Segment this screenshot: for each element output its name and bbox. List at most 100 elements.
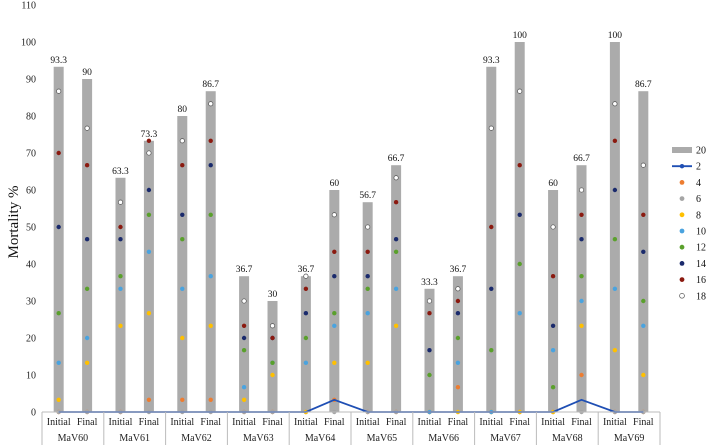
y-tick-label: 0 — [31, 408, 36, 419]
data-point — [118, 286, 123, 291]
data-point — [332, 360, 337, 365]
data-point — [208, 323, 213, 328]
bar — [362, 202, 373, 412]
data-point — [208, 101, 214, 107]
data-point — [241, 397, 247, 402]
y-tick-label: 70 — [26, 149, 36, 160]
data-point — [550, 348, 556, 353]
y-tick-label: 90 — [26, 75, 36, 86]
x-subcategory-label: Final — [509, 417, 530, 428]
bar-data-label: 30 — [268, 290, 278, 300]
data-point — [517, 212, 522, 217]
data-point — [455, 360, 461, 365]
x-group-label: MaV63 — [243, 433, 274, 444]
legend-marker — [679, 212, 685, 218]
legend-label: 2 — [696, 162, 701, 173]
bar — [514, 42, 525, 412]
bar — [82, 79, 93, 412]
x-axis: Initial Final Initial Final Initial Final Init… — [41, 411, 661, 445]
data-point — [84, 335, 90, 341]
x-subcategory-label: Final — [571, 417, 592, 428]
data-point — [56, 360, 61, 365]
bar-data-label: 90 — [82, 68, 92, 78]
data-point — [208, 397, 213, 402]
x-subcategory-label: Final — [262, 417, 283, 428]
x-group-label: MaV60 — [58, 433, 89, 444]
data-point — [84, 360, 90, 365]
bar-data-label: 73.3 — [141, 130, 158, 140]
bar-data-label: 86.7 — [202, 80, 219, 90]
x-subcategory-label: Final — [448, 417, 469, 428]
data-point — [180, 335, 185, 341]
data-point — [365, 274, 370, 279]
x-subcategory-label: Initial — [603, 417, 627, 428]
legend-marker — [679, 293, 685, 299]
data-point — [118, 224, 123, 230]
data-point — [550, 385, 556, 390]
data-point — [455, 286, 461, 292]
data-point — [641, 298, 646, 304]
data-point — [331, 212, 337, 218]
y-axis: 0 10 20 30 40 50 60 70 80 90 100 110 — [21, 1, 36, 419]
x-group-label: MaV65 — [367, 433, 398, 444]
bar — [143, 140, 154, 413]
data-point — [579, 323, 584, 328]
legend-label: 20 — [696, 146, 706, 157]
data-point — [332, 274, 337, 279]
data-point — [550, 224, 556, 230]
x-subcategory-label: Initial — [479, 417, 503, 428]
data-point — [488, 125, 494, 131]
data-point — [146, 311, 152, 316]
data-point — [146, 397, 152, 402]
data-point — [180, 286, 185, 291]
y-tick-label: 30 — [26, 297, 36, 308]
data-point — [56, 88, 62, 94]
data-point — [489, 224, 494, 230]
y-tick-label: 50 — [26, 223, 36, 234]
bar-data-label: 33.3 — [421, 278, 438, 288]
data-point — [427, 348, 432, 353]
x-subcategory-label: Final — [386, 417, 407, 428]
x-subcategory-label: Initial — [47, 417, 71, 428]
data-point — [241, 323, 247, 328]
data-point — [427, 311, 432, 316]
data-point — [270, 360, 275, 365]
x-subcategory-label: Initial — [294, 417, 318, 428]
x-group-label: MaV67 — [490, 433, 521, 444]
legend-marker — [679, 244, 685, 250]
bar — [239, 276, 250, 412]
data-point — [365, 360, 370, 365]
data-point — [56, 224, 61, 230]
data-point — [365, 286, 370, 291]
data-point — [269, 323, 276, 329]
data-point — [208, 274, 213, 279]
y-tick-label: 80 — [26, 112, 36, 123]
x-subcategory-label: Initial — [109, 417, 133, 428]
data-point — [208, 138, 213, 143]
data-point — [393, 323, 399, 328]
legend-label: 6 — [696, 194, 701, 205]
data-point — [146, 150, 152, 156]
bar-data-label: 80 — [178, 105, 188, 115]
x-subcategory-label: Initial — [356, 417, 380, 428]
legend-marker — [679, 228, 685, 234]
bar-value-labels: 93.3 90 63.3 73.3 80 86.7 36.7 30 36.7 60 56.7 66.7… — [50, 31, 652, 300]
data-point — [56, 311, 61, 316]
data-point — [241, 335, 247, 341]
y-tick-label: 110 — [21, 1, 36, 12]
y-axis-label: Mortality % — [6, 186, 22, 259]
data-point — [641, 372, 646, 378]
data-point — [365, 311, 370, 316]
data-point — [550, 323, 556, 328]
bar — [53, 66, 64, 412]
legend-marker — [679, 180, 685, 185]
data-point — [517, 88, 523, 94]
bar — [205, 91, 216, 413]
data-point — [332, 323, 337, 328]
x-group-label: MaV68 — [552, 433, 583, 444]
legend-marker — [679, 261, 685, 266]
data-point — [393, 175, 399, 181]
bar-data-label: 36.7 — [450, 265, 467, 275]
data-point — [578, 187, 585, 193]
